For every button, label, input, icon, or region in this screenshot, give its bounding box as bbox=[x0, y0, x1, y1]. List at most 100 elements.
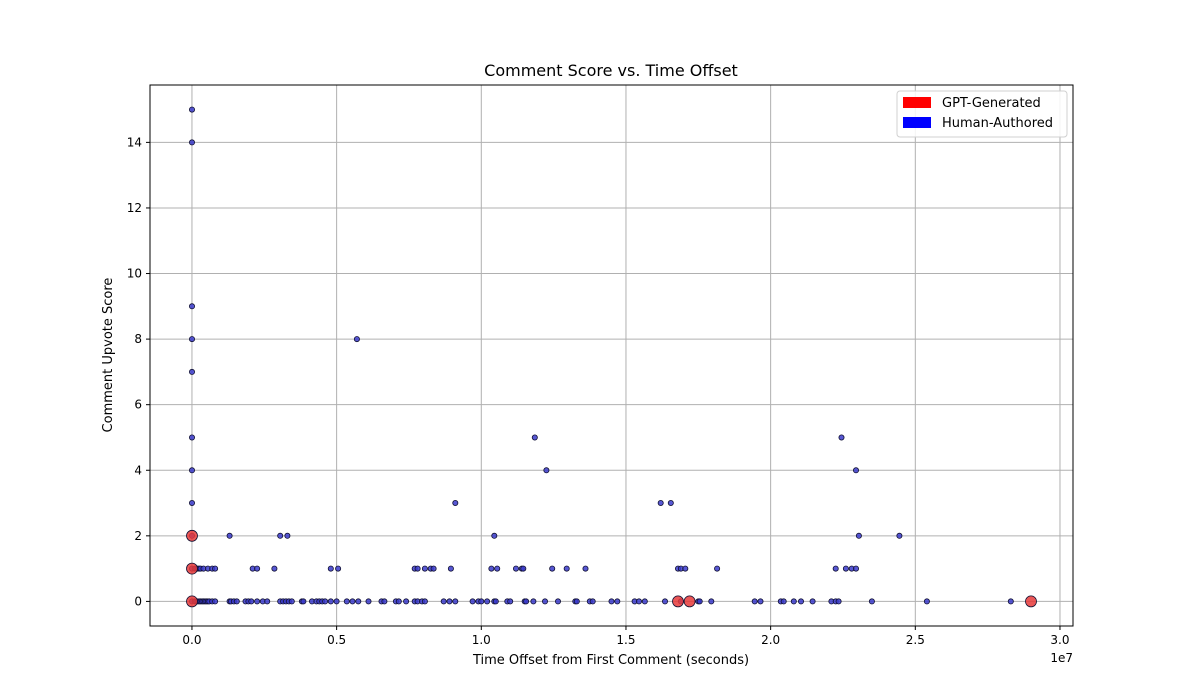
legend-swatch-human bbox=[903, 117, 931, 128]
human-point bbox=[188, 499, 195, 506]
human-point bbox=[284, 532, 291, 539]
human-point bbox=[300, 598, 307, 605]
human-point bbox=[708, 598, 715, 605]
human-point bbox=[780, 598, 787, 605]
human-point bbox=[507, 598, 514, 605]
human-point bbox=[327, 598, 334, 605]
y-tick-label: 4 bbox=[134, 463, 142, 477]
human-point bbox=[714, 565, 721, 572]
human-point bbox=[842, 565, 849, 572]
human-point bbox=[662, 598, 669, 605]
legend-label-human: Human-Authored bbox=[942, 116, 1053, 131]
legend: GPT-Generated Human-Authored bbox=[896, 90, 1068, 138]
points-layer bbox=[186, 106, 1037, 608]
y-tick-label: 10 bbox=[127, 267, 142, 281]
human-point bbox=[188, 336, 195, 343]
human-point bbox=[520, 565, 527, 572]
human-point bbox=[271, 565, 278, 572]
x-tick-label: 2.0 bbox=[761, 633, 780, 647]
human-point bbox=[478, 598, 485, 605]
human-point bbox=[923, 598, 930, 605]
x-tick-label: 0.5 bbox=[327, 633, 346, 647]
y-tick-label: 6 bbox=[134, 398, 142, 412]
human-point bbox=[838, 434, 845, 441]
human-point bbox=[757, 598, 764, 605]
human-point bbox=[188, 434, 195, 441]
human-point bbox=[430, 565, 437, 572]
human-point bbox=[335, 565, 342, 572]
human-point bbox=[608, 598, 615, 605]
legend-label-gpt: GPT-Generated bbox=[942, 96, 1041, 111]
gpt-point bbox=[683, 595, 696, 608]
human-point bbox=[403, 598, 410, 605]
human-point bbox=[542, 598, 549, 605]
human-point bbox=[543, 467, 550, 474]
chart-title: Comment Score vs. Time Offset bbox=[484, 61, 738, 80]
human-point bbox=[751, 598, 758, 605]
human-point bbox=[855, 532, 862, 539]
human-point bbox=[333, 598, 340, 605]
human-point bbox=[277, 532, 284, 539]
human-point bbox=[492, 598, 499, 605]
human-point bbox=[440, 598, 447, 605]
human-point bbox=[188, 368, 195, 375]
human-point bbox=[188, 303, 195, 310]
gpt-point bbox=[186, 595, 198, 608]
y-tick-label: 14 bbox=[127, 135, 142, 149]
human-point bbox=[188, 106, 195, 113]
human-point bbox=[832, 565, 839, 572]
gpt-point bbox=[672, 595, 684, 608]
y-tick-label: 8 bbox=[134, 332, 142, 346]
human-point bbox=[491, 532, 498, 539]
human-point bbox=[212, 565, 219, 572]
human-point bbox=[835, 598, 842, 605]
human-point bbox=[353, 336, 360, 343]
human-point bbox=[322, 598, 329, 605]
human-point bbox=[696, 598, 703, 605]
human-point bbox=[682, 565, 689, 572]
human-point bbox=[254, 598, 261, 605]
human-point bbox=[421, 598, 428, 605]
human-point bbox=[790, 598, 797, 605]
human-point bbox=[513, 565, 520, 572]
human-point bbox=[264, 598, 271, 605]
human-point bbox=[226, 532, 233, 539]
human-point bbox=[484, 598, 491, 605]
human-point bbox=[809, 598, 816, 605]
human-point bbox=[343, 598, 350, 605]
legend-swatch-gpt bbox=[903, 97, 931, 108]
human-point bbox=[853, 565, 860, 572]
human-point bbox=[188, 139, 195, 146]
human-point bbox=[254, 565, 261, 572]
human-point bbox=[798, 598, 805, 605]
human-point bbox=[381, 598, 388, 605]
human-point bbox=[1007, 598, 1014, 605]
human-point bbox=[530, 598, 537, 605]
human-point bbox=[563, 565, 570, 572]
human-point bbox=[494, 565, 501, 572]
human-point bbox=[641, 598, 648, 605]
human-point bbox=[657, 499, 664, 506]
human-point bbox=[452, 598, 459, 605]
human-point bbox=[636, 598, 643, 605]
y-axis-label: Comment Upvote Score bbox=[101, 278, 116, 433]
human-point bbox=[573, 598, 580, 605]
human-point bbox=[288, 598, 295, 605]
human-point bbox=[614, 598, 621, 605]
y-tick-label: 2 bbox=[134, 529, 142, 543]
human-point bbox=[667, 499, 674, 506]
human-point bbox=[853, 467, 860, 474]
human-point bbox=[349, 598, 356, 605]
human-point bbox=[589, 598, 596, 605]
ticks-layer: 0.0 0.5 1.0 1.5 2.0 2.5 3.0 0 2 4 6 8 10 12 14 bbox=[127, 135, 1070, 647]
human-point bbox=[355, 598, 362, 605]
human-point bbox=[488, 565, 495, 572]
y-tick-label: 0 bbox=[134, 594, 142, 608]
x-tick-label: 1.0 bbox=[472, 633, 491, 647]
x-tick-label: 0.0 bbox=[182, 633, 201, 647]
legend-box bbox=[896, 90, 1068, 138]
x-tick-label: 2.5 bbox=[906, 633, 925, 647]
human-point bbox=[582, 565, 589, 572]
human-point bbox=[452, 499, 459, 506]
human-point bbox=[212, 598, 219, 605]
